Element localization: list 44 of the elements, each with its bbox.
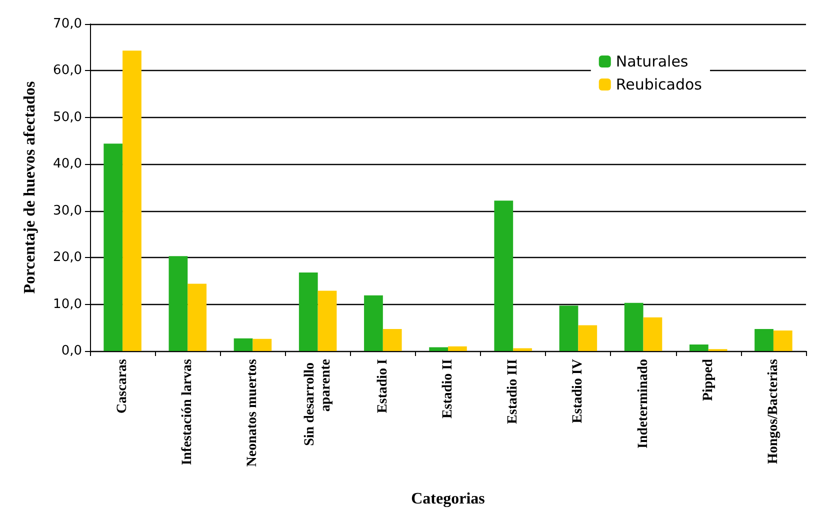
legend-label: Reubicados	[616, 76, 702, 94]
legend-label: Naturales	[616, 52, 688, 70]
bar	[494, 200, 514, 351]
x-tick-label: Neonatos muertos	[245, 358, 260, 467]
x-tick-label: Estadio II	[440, 359, 456, 419]
y-tick-label: 20,0	[53, 250, 82, 266]
y-tick-label: 60,0	[53, 63, 82, 78]
bar	[448, 346, 467, 351]
bar	[382, 329, 402, 351]
bar	[754, 329, 774, 351]
bar	[689, 344, 708, 351]
bar	[298, 272, 318, 351]
x-axis-title: Categorias	[411, 490, 485, 508]
bar	[513, 348, 532, 351]
bar	[559, 306, 578, 351]
x-tick-label: Estadio III	[506, 359, 521, 424]
y-tick-label: 70,0	[53, 16, 82, 32]
bar	[252, 338, 272, 351]
bar	[234, 338, 253, 351]
y-axis-title: Porcentaje de huevos afectados	[22, 81, 38, 294]
bar	[188, 284, 207, 351]
bar	[643, 317, 662, 351]
x-tick-label: Hongos/Bacterias	[766, 358, 781, 464]
bar	[773, 330, 792, 351]
x-tick-label: Estadio IV	[570, 359, 586, 424]
x-tick-label: Estadio I	[375, 359, 390, 414]
y-tick-label: 10,0	[53, 296, 82, 312]
y-tick-label: 50,0	[53, 110, 82, 125]
bar	[578, 325, 598, 351]
bar	[624, 302, 644, 351]
bar	[364, 295, 383, 351]
y-tick-label: 0,0	[61, 344, 82, 358]
x-tick-label: Sin desarrollo aparente	[302, 359, 334, 446]
bar	[429, 347, 448, 351]
x-tick-label: Pipped	[700, 358, 716, 402]
bar	[104, 144, 123, 351]
x-tick-label: Indeterminado	[636, 359, 651, 448]
bar	[318, 290, 337, 351]
bar	[122, 50, 142, 351]
bar	[168, 256, 188, 351]
x-tick-label: Infestación larvas	[180, 358, 196, 466]
y-tick-label: 40,0	[53, 156, 82, 172]
y-tick-label: 30,0	[53, 203, 82, 218]
x-tick-label: Cascaras	[115, 358, 130, 414]
